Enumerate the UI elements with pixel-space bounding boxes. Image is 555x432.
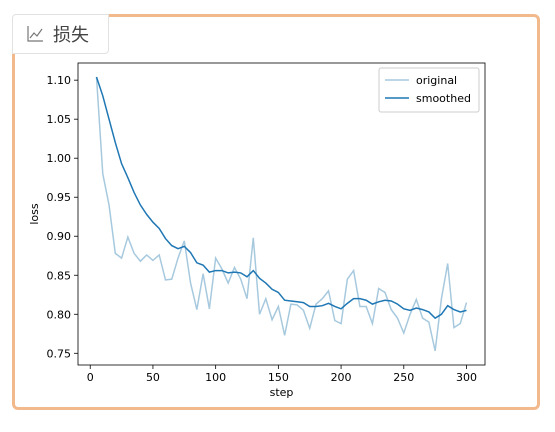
x-tick-label: 200	[331, 371, 352, 384]
y-tick-label: 0.85	[47, 269, 72, 282]
x-tick-label: 0	[87, 371, 94, 384]
x-tick-label: 100	[205, 371, 226, 384]
x-tick-label: 150	[268, 371, 289, 384]
y-tick-label: 0.80	[47, 308, 72, 321]
legend-box	[378, 67, 480, 113]
y-tick-label: 1.10	[47, 74, 72, 87]
y-tick-label: 0.75	[47, 347, 72, 360]
plot-frame	[77, 62, 486, 366]
y-tick-label: 1.00	[47, 152, 72, 165]
chart-icon	[27, 26, 43, 42]
y-axis-label: loss	[28, 203, 41, 225]
y-tick-label: 0.90	[47, 230, 72, 243]
x-tick-label: 250	[393, 371, 414, 384]
series-line	[95, 77, 468, 352]
legend-label: original	[416, 74, 457, 87]
panel-title: 损失	[53, 25, 89, 46]
legend-label: smoothed	[416, 92, 471, 105]
y-tick-label: 1.05	[47, 113, 72, 126]
series-line	[95, 76, 467, 320]
x-axis-label: step	[270, 386, 294, 399]
x-tick-label: 300	[456, 371, 477, 384]
panel-tab[interactable]: 损失	[12, 14, 109, 54]
y-tick-label: 0.95	[47, 191, 72, 204]
x-tick-label: 50	[146, 371, 160, 384]
